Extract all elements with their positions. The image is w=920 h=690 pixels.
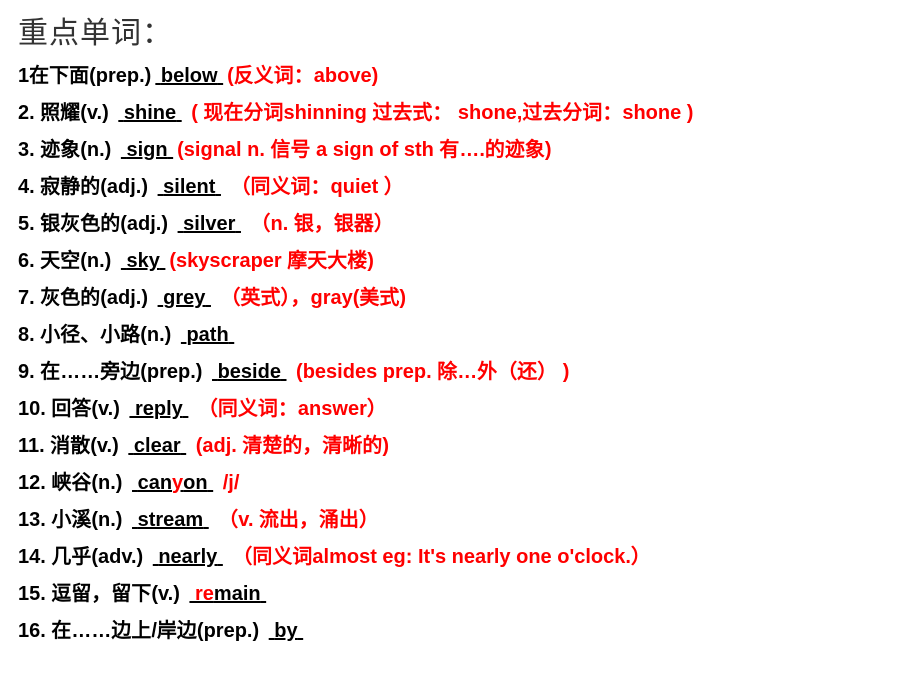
row-answer: silver <box>174 206 245 243</box>
row-prompt: 11. 消散(v.) <box>18 435 124 457</box>
row-answer: stream <box>128 502 213 539</box>
row-note: (skyscraper 摩天大楼) <box>169 250 374 272</box>
row-note: /j/ <box>217 472 239 494</box>
row-answer: reply <box>125 391 192 428</box>
vocab-row: 4. 寂静的(adj.) silent （同义词：quiet ） <box>18 169 902 206</box>
row-prompt: 4. 寂静的(adj.) <box>18 176 154 198</box>
vocab-row: 5. 银灰色的(adj.) silver （n. 银，银器） <box>18 206 902 243</box>
row-answer: silent <box>154 169 225 206</box>
row-answer: path <box>177 317 238 354</box>
vocab-row: 10. 回答(v.) reply （同义词：answer） <box>18 391 902 428</box>
row-note: （同义词：answer） <box>192 398 386 420</box>
vocab-row: 8. 小径、小路(n.) path <box>18 317 902 354</box>
vocab-row: 13. 小溪(n.) stream （v. 流出，涌出） <box>18 502 902 539</box>
vocab-page: 重点单词： 1在下面(prep.)below(反义词：above)2. 照耀(v… <box>0 0 920 658</box>
row-prompt: 5. 银灰色的(adj.) <box>18 213 174 235</box>
row-answer: clear <box>124 428 190 465</box>
row-answer: remain <box>185 576 270 613</box>
row-prompt: 15. 逗留，留下(v.) <box>18 583 185 605</box>
row-prompt: 12. 峡谷(n.) <box>18 472 128 494</box>
row-answer: below <box>151 58 227 95</box>
row-note: (signal n. 信号 a sign of sth 有….的迹象) <box>177 139 551 161</box>
row-answer: nearly <box>149 539 227 576</box>
row-note: （英式），gray(美式) <box>215 287 406 309</box>
page-title: 重点单词： <box>18 8 902 52</box>
vocab-row: 9. 在……旁边(prep.) beside (besides prep. 除…… <box>18 354 902 391</box>
vocab-row: 16. 在……边上/岸边(prep.) by <box>18 613 902 650</box>
row-prompt: 3. 迹象(n.) <box>18 139 117 161</box>
vocab-list: 1在下面(prep.)below(反义词：above)2. 照耀(v.) shi… <box>18 58 902 650</box>
row-note: ( 现在分词shinning 过去式： shone,过去分词：shone ) <box>186 102 694 124</box>
vocab-row: 6. 天空(n.) sky(skyscraper 摩天大楼) <box>18 243 902 280</box>
row-note: (反义词：above) <box>227 65 378 87</box>
vocab-row: 14. 几乎(adv.) nearly （同义词almost eg: It's … <box>18 539 902 576</box>
vocab-row: 2. 照耀(v.) shine ( 现在分词shinning 过去式： shon… <box>18 95 902 132</box>
row-note: （同义词：quiet ） <box>225 176 404 198</box>
row-answer: shine <box>114 95 185 132</box>
row-prompt: 13. 小溪(n.) <box>18 509 128 531</box>
row-note: （n. 银，银器） <box>245 213 394 235</box>
vocab-row: 12. 峡谷(n.) canyon /j/ <box>18 465 902 502</box>
vocab-row: 15. 逗留，留下(v.) remain <box>18 576 902 613</box>
row-prompt: 7. 灰色的(adj.) <box>18 287 154 309</box>
row-note: （同义词almost eg: It's nearly one o'clock.） <box>227 546 651 568</box>
row-answer: sign <box>117 132 177 169</box>
vocab-row: 3. 迹象(n.) sign(signal n. 信号 a sign of st… <box>18 132 902 169</box>
row-prompt: 16. 在……边上/岸边(prep.) <box>18 620 265 642</box>
row-prompt: 1在下面(prep.) <box>18 65 151 87</box>
row-answer: by <box>265 613 307 650</box>
vocab-row: 7. 灰色的(adj.) grey （英式），gray(美式) <box>18 280 902 317</box>
row-prompt: 9. 在……旁边(prep.) <box>18 361 208 383</box>
vocab-row: 11. 消散(v.) clear (adj. 清楚的，清晰的) <box>18 428 902 465</box>
row-prompt: 8. 小径、小路(n.) <box>18 324 177 346</box>
row-note: (adj. 清楚的，清晰的) <box>190 435 389 457</box>
row-answer: sky <box>117 243 170 280</box>
row-prompt: 10. 回答(v.) <box>18 398 125 420</box>
vocab-row: 1在下面(prep.)below(反义词：above) <box>18 58 902 95</box>
row-answer: grey <box>154 280 215 317</box>
row-note: (besides prep. 除…外（还） ) <box>291 361 570 383</box>
row-prompt: 14. 几乎(adv.) <box>18 546 149 568</box>
row-note: （v. 流出，涌出） <box>213 509 379 531</box>
row-answer: canyon <box>128 465 217 502</box>
row-answer: beside <box>208 354 290 391</box>
row-prompt: 2. 照耀(v.) <box>18 102 114 124</box>
row-prompt: 6. 天空(n.) <box>18 250 117 272</box>
